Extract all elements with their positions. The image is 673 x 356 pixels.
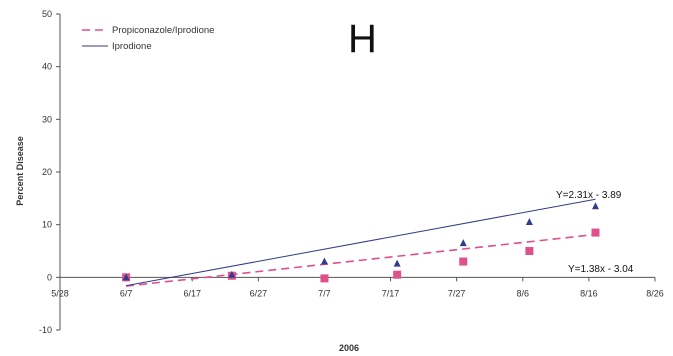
x-tick-label: 7/7 — [318, 288, 331, 298]
data-point-iprodione — [122, 273, 130, 281]
y-axis-title: Percent Disease — [15, 136, 25, 206]
x-tick-label: 8/6 — [517, 288, 530, 298]
y-tick-label: 40 — [42, 62, 52, 72]
x-tick-label: 8/26 — [646, 288, 664, 298]
x-tick-label: 6/17 — [183, 288, 201, 298]
legend-label-propiconazole-iprodione: Propiconazole/Iprodione — [112, 25, 214, 36]
y-tick-label: 10 — [42, 220, 52, 230]
equation-iprodione: Y=2.31x - 3.89 — [556, 190, 622, 201]
data-point-iprodione — [393, 259, 401, 267]
panel-letter: H — [348, 17, 377, 61]
x-tick-label: 6/7 — [120, 288, 133, 298]
data-point-propiconazole-iprodione — [525, 247, 534, 255]
data-point-iprodione — [525, 218, 533, 226]
x-tick-label: 6/27 — [250, 288, 268, 298]
y-tick-label: 30 — [42, 114, 52, 124]
data-point-iprodione — [320, 257, 328, 265]
x-tick-label: 7/17 — [382, 288, 400, 298]
y-tick-label: 0 — [47, 272, 52, 282]
y-tick-label: 50 — [42, 9, 52, 19]
data-point-iprodione — [459, 239, 467, 247]
chart-legend: Propiconazole/Iprodione Iprodione — [82, 25, 214, 52]
data-point-iprodione — [592, 202, 599, 210]
equation-propiconazole-iprodione: Y=1.38x - 3.04 — [568, 264, 634, 275]
data-point-propiconazole-iprodione — [591, 228, 600, 237]
data-point-iprodione — [228, 270, 236, 278]
y-tick-label: -10 — [39, 325, 52, 335]
x-tick-label: 8/16 — [580, 288, 598, 298]
trendline-iprodione — [126, 198, 596, 287]
legend-label-iprodione: Iprodione — [112, 41, 152, 52]
chart-markers — [122, 202, 600, 283]
x-axis-title: 2006 — [339, 343, 359, 353]
chart-trendlines — [126, 198, 596, 287]
chart-axes — [56, 13, 656, 331]
data-point-propiconazole-iprodione — [393, 270, 402, 279]
x-tick-label: 7/27 — [448, 288, 466, 298]
data-point-propiconazole-iprodione — [320, 274, 329, 283]
x-tick-label: 5/28 — [51, 288, 69, 298]
trendline-propiconazole-iprodione — [126, 233, 596, 287]
chart-tick-labels: 50 40 30 20 10 0 -10 5/28 6/7 6/17 6/27 7/7 7/17 7/27… — [39, 9, 664, 335]
data-point-propiconazole-iprodione — [459, 257, 468, 266]
y-tick-label: 20 — [42, 167, 52, 177]
